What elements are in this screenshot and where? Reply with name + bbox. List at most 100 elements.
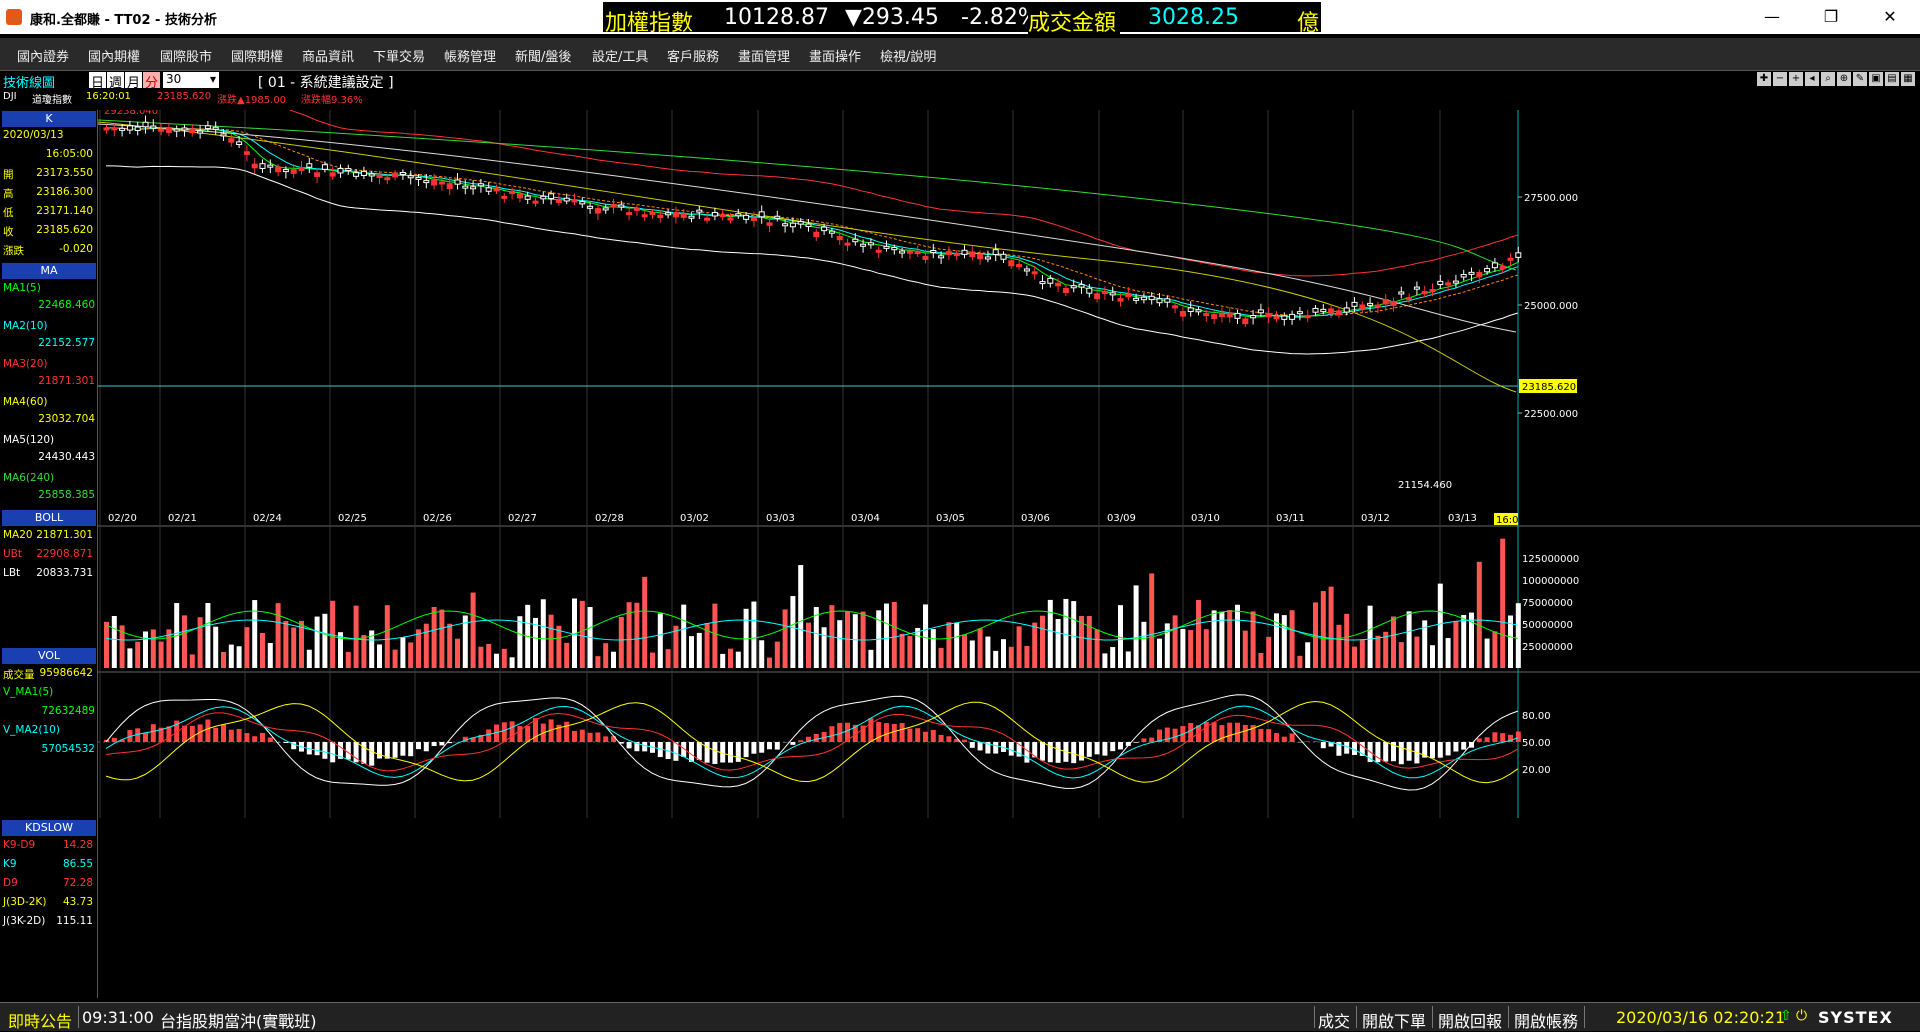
volume-bar [978, 628, 983, 668]
zoom-out-icon[interactable]: − [1773, 72, 1787, 86]
menu-domestic-futures[interactable]: 國內期權 [88, 46, 140, 65]
volume-bar [822, 627, 827, 668]
candle-body [229, 139, 234, 142]
menu-intl-stocks[interactable]: 國際股市 [160, 46, 212, 65]
close-button[interactable]: ✕ [1870, 5, 1910, 29]
kd-bar [400, 742, 405, 756]
candle-body [1165, 299, 1170, 302]
ma-label: MA3(20) [3, 358, 95, 375]
vol-label: 成交量 [3, 667, 35, 682]
kd-bar [1087, 742, 1092, 757]
candle-body [1095, 294, 1100, 299]
kd-bar [1102, 742, 1107, 756]
symbol-price: 23185.620 [157, 91, 211, 102]
volume-bar [1305, 642, 1310, 668]
time-tag: 16:05 [1496, 515, 1525, 526]
period-minute-button[interactable]: 分 [143, 72, 160, 88]
menu-settings-tools[interactable]: 設定/工具 [592, 46, 648, 65]
kd-bar [1024, 742, 1029, 763]
open-report-button[interactable]: 開啟回報 [1438, 1008, 1502, 1032]
ticker-change: ▼293.45 [845, 5, 939, 30]
ohlc-value: 23186.300 [36, 186, 93, 198]
period-month-button[interactable]: 月 [125, 72, 142, 88]
candle-body [868, 243, 873, 245]
candle-body [744, 215, 749, 219]
candle-body [853, 239, 858, 241]
candle-body [790, 223, 795, 227]
search-icon[interactable]: ⌕ [1821, 72, 1835, 86]
setting-label[interactable]: [ 01 - 系統建議設定 ] [258, 72, 394, 92]
menu-intl-futures[interactable]: 國際期權 [231, 46, 283, 65]
scroll-left-icon[interactable]: ◂ [1805, 72, 1819, 86]
menu-customer-service[interactable]: 客戶服務 [667, 46, 719, 65]
candle-body [1485, 269, 1490, 272]
menu-screen-ops[interactable]: 畫面操作 [809, 46, 861, 65]
zoom-in-icon[interactable]: + [1789, 72, 1803, 86]
kd-bar [1492, 732, 1497, 742]
menu-order-trading[interactable]: 下單交易 [373, 46, 425, 65]
volume-bar [1095, 630, 1100, 668]
menu-view-help[interactable]: 檢視/說明 [880, 46, 936, 65]
kd-value: 72.28 [63, 877, 93, 889]
period-day-button[interactable]: 日 [89, 72, 106, 88]
volume-bar [237, 646, 242, 668]
volume-bar [1235, 605, 1240, 668]
open-order-button[interactable]: 開啟下單 [1362, 1008, 1426, 1032]
maximize-button[interactable]: ❐ [1811, 5, 1851, 29]
menu-news[interactable]: 新聞/盤後 [515, 46, 571, 65]
menu-account-mgmt[interactable]: 帳務管理 [444, 46, 496, 65]
high-label: 29238.040 [104, 110, 158, 117]
volume-bar [432, 607, 437, 668]
candle-body [627, 213, 632, 215]
volume-bar [1063, 599, 1068, 668]
news-text[interactable]: 台指股期當沖(實戰班) [160, 1008, 317, 1032]
kd-bar [416, 742, 421, 749]
period-week-button[interactable]: 週 [107, 72, 124, 88]
minimize-button[interactable]: — [1752, 5, 1792, 29]
crosshair-icon[interactable]: ✚ [1757, 72, 1771, 86]
layout-icon[interactable]: ▦ [1901, 72, 1915, 86]
up-arrow-icon: ⇧ [1780, 1008, 1792, 1024]
last-price-tag: 23185.620 [1522, 382, 1576, 393]
candle-body [642, 215, 647, 217]
volume-bar [970, 640, 975, 668]
menu-product-info[interactable]: 商品資訊 [302, 46, 354, 65]
volume-bar [517, 616, 522, 668]
ohlc-label: 漲跌 [3, 243, 24, 258]
volume-bar [853, 614, 858, 668]
kd-bar [1212, 722, 1217, 742]
save-icon[interactable]: ▣ [1869, 72, 1883, 86]
candle-body [1360, 305, 1365, 309]
candle-body [1516, 253, 1521, 258]
kd-bar [1399, 742, 1404, 764]
open-account-button[interactable]: 開啟帳務 [1514, 1008, 1578, 1032]
ma-value: 21871.301 [3, 375, 95, 392]
print-icon[interactable]: ▤ [1885, 72, 1899, 86]
trade-button[interactable]: 成交 [1318, 1008, 1350, 1032]
k-date-value: 2020/03/13 [3, 129, 64, 141]
kd-bar [439, 742, 444, 745]
menu-domestic-securities[interactable]: 國內證券 [17, 46, 69, 65]
volume-bar [1017, 626, 1022, 668]
candle-body [213, 127, 218, 129]
candle-body [354, 173, 359, 177]
news-label[interactable]: 即時公告 [8, 1008, 72, 1032]
magnify-icon[interactable]: ⊕ [1837, 72, 1851, 86]
menu-screen-mgmt[interactable]: 畫面管理 [738, 46, 790, 65]
candle-body [377, 175, 382, 177]
volume-bar [666, 649, 671, 668]
ticker-value: 10128.87 [724, 5, 829, 30]
kd-tick-label: 20.00 [1522, 765, 1551, 776]
volume-bar [1329, 587, 1334, 668]
kd-bar [1141, 738, 1146, 742]
interval-select[interactable]: 30▾ [163, 72, 219, 88]
kd-bar [346, 742, 351, 759]
ma-value: 22152.577 [3, 337, 95, 354]
draw-icon[interactable]: ✎ [1853, 72, 1867, 86]
kd-bar [978, 742, 983, 750]
volume-bar [1461, 615, 1466, 668]
candle-body [954, 254, 959, 256]
